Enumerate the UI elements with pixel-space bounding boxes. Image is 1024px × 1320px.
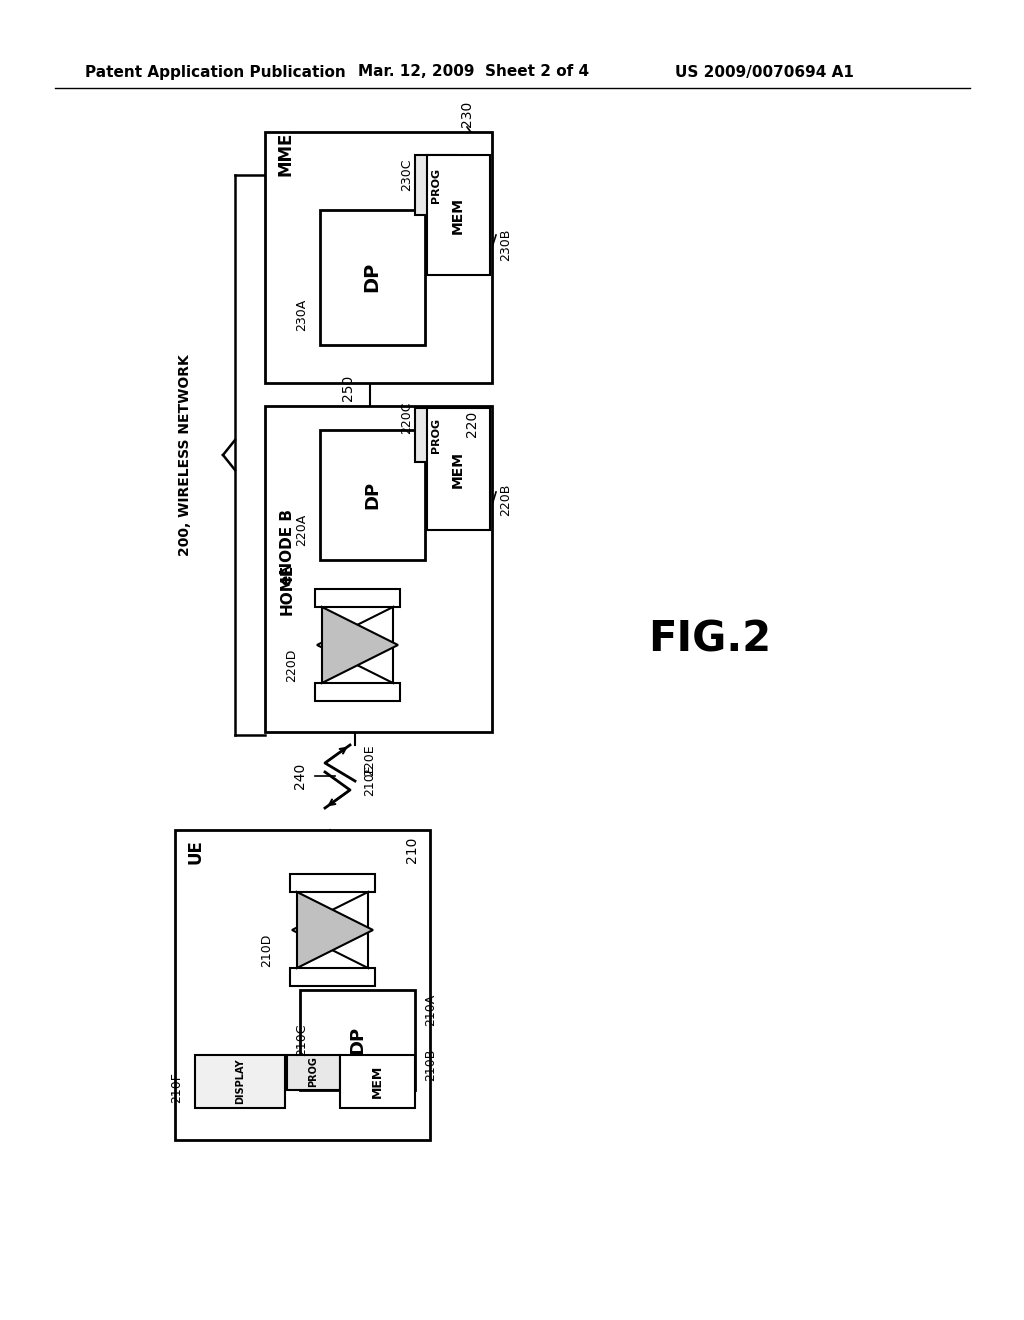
Text: 250: 250 bbox=[341, 375, 355, 401]
Text: 200, WIRELESS NETWORK: 200, WIRELESS NETWORK bbox=[178, 354, 193, 556]
Bar bbox=[415, 154, 457, 215]
Text: 210E: 210E bbox=[364, 764, 377, 796]
Text: US 2009/0070694 A1: US 2009/0070694 A1 bbox=[675, 65, 854, 79]
Text: Mar. 12, 2009  Sheet 2 of 4: Mar. 12, 2009 Sheet 2 of 4 bbox=[358, 65, 589, 79]
Bar bbox=[427, 408, 490, 531]
Bar bbox=[287, 1055, 340, 1090]
Text: Patent Application Publication: Patent Application Publication bbox=[85, 65, 346, 79]
Bar bbox=[315, 589, 400, 607]
Text: PROG: PROG bbox=[431, 417, 441, 453]
Text: PROG: PROG bbox=[308, 1056, 318, 1088]
Bar bbox=[265, 407, 492, 733]
Text: PROG: PROG bbox=[431, 168, 441, 202]
Polygon shape bbox=[322, 607, 398, 682]
Text: FIG.2: FIG.2 bbox=[648, 619, 771, 661]
Text: DP: DP bbox=[348, 1026, 366, 1055]
Bar bbox=[300, 990, 415, 1090]
Bar bbox=[315, 682, 400, 701]
Bar bbox=[319, 210, 425, 345]
Bar bbox=[195, 1055, 285, 1107]
Text: UE: UE bbox=[186, 840, 204, 865]
Bar bbox=[427, 154, 490, 275]
Bar bbox=[175, 830, 430, 1140]
Text: MEM: MEM bbox=[371, 1064, 384, 1098]
Text: 220E: 220E bbox=[364, 744, 377, 776]
Text: 230B: 230B bbox=[500, 228, 512, 261]
Bar bbox=[319, 430, 425, 560]
Text: 220C: 220C bbox=[400, 401, 414, 434]
Text: 230: 230 bbox=[460, 100, 474, 127]
Bar bbox=[340, 1055, 415, 1107]
Text: 220A: 220A bbox=[296, 513, 308, 546]
Text: 220: 220 bbox=[465, 411, 479, 437]
Text: 210D: 210D bbox=[260, 933, 273, 966]
Text: 210C: 210C bbox=[296, 1024, 308, 1056]
Polygon shape bbox=[297, 892, 373, 968]
Text: 210: 210 bbox=[406, 837, 419, 863]
Text: MEM: MEM bbox=[451, 197, 465, 234]
Text: HOME: HOME bbox=[280, 564, 295, 615]
Bar bbox=[290, 968, 375, 986]
Bar bbox=[265, 132, 492, 383]
Text: DISPLAY: DISPLAY bbox=[234, 1059, 245, 1104]
Bar bbox=[290, 874, 375, 892]
Text: 230A: 230A bbox=[296, 298, 308, 331]
Text: 240: 240 bbox=[293, 763, 307, 789]
Text: MME: MME bbox=[276, 132, 294, 176]
Text: DP: DP bbox=[362, 261, 382, 292]
Text: 220B: 220B bbox=[500, 484, 512, 516]
Text: 230C: 230C bbox=[400, 158, 414, 191]
Text: 210A: 210A bbox=[425, 994, 437, 1026]
Text: MEM: MEM bbox=[451, 450, 465, 487]
Text: 220D: 220D bbox=[286, 648, 299, 681]
Bar bbox=[415, 408, 458, 462]
Text: DP: DP bbox=[362, 480, 381, 510]
Text: 210B: 210B bbox=[425, 1049, 437, 1081]
Text: 210F: 210F bbox=[171, 1073, 183, 1104]
Text: eNODE B: eNODE B bbox=[280, 510, 295, 585]
